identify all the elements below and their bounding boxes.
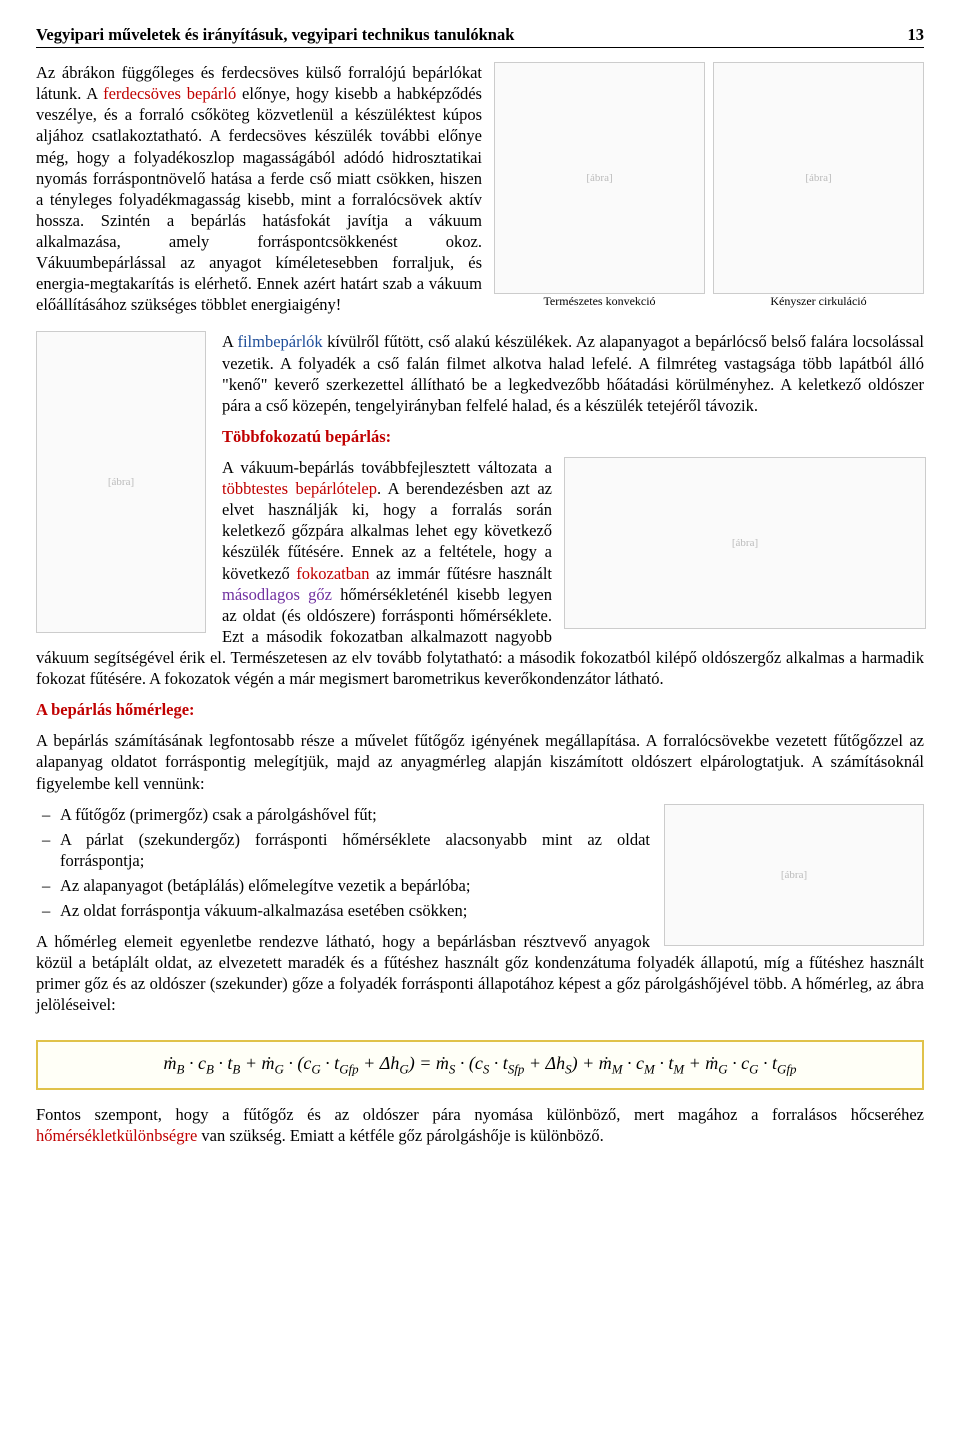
bullet-list: A fűtőgőz (primergőz) csak a párolgáshőv… (36, 804, 924, 922)
figure-film-evaporator: [ábra] (36, 331, 206, 633)
equation-heat-balance: ṁB · cB · tB + ṁG · (cG · tGfp + ΔhG) = … (36, 1040, 924, 1090)
list-item: Az alapanyagot (betáplálás) előmelegítve… (60, 875, 924, 896)
heat-balance-block: [ábra] A fűtőgőz (primergőz) csak a páro… (36, 804, 924, 1026)
list-item: A fűtőgőz (primergőz) csak a párolgáshőv… (60, 804, 924, 825)
term-filmbeparlok: filmbepárlók (237, 332, 322, 351)
text: A (222, 332, 237, 351)
term-tobbtestes: többtestes bepárlótelep (222, 479, 377, 498)
figure-forced-circulation: [ábra] (713, 62, 924, 294)
text: előnye, hogy kisebb a habképződés veszél… (36, 84, 482, 314)
term-masodlagos: másodlagos gőz (222, 585, 332, 604)
page-header: Vegyipari műveletek és irányításuk, vegy… (36, 24, 924, 48)
figure-film-box: [ábra] (36, 331, 206, 633)
page-number: 13 (908, 24, 925, 45)
section-intro: [ábra] Természetes konvekció [ábra] Kény… (36, 62, 924, 325)
heading-heatbalance: A bepárlás hőmérlege: (36, 699, 924, 720)
term-homkulonbseg: hőmérsékletkülönbségre (36, 1126, 197, 1145)
header-title: Vegyipari műveletek és irányításuk, vegy… (36, 24, 514, 45)
list-item: A párlat (szekundergőz) forrásponti hőmé… (60, 829, 924, 871)
figure-natural-convection: [ábra] (494, 62, 705, 294)
text: A vákuum-bepárlás továbbfejlesztett vált… (222, 458, 552, 477)
text: Fontos szempont, hogy a fűtőgőz és az ol… (36, 1105, 924, 1124)
paragraph-final: Fontos szempont, hogy a fűtőgőz és az ol… (36, 1104, 924, 1146)
term-fokozat: fokozatban (296, 564, 369, 583)
list-item: Az oldat forráspontja vákuum-alkalmazása… (60, 900, 924, 921)
text: kívülről fűtött, cső alakú készülékek. A… (222, 332, 924, 414)
text: van szükség. Emiatt a kétféle gőz párolg… (197, 1126, 603, 1145)
text: az immár fűtésre használt (370, 564, 552, 583)
figure-multistage-box: [ábra] (564, 457, 926, 629)
term-ferdecsoves: ferdecsöves bepárló (103, 84, 236, 103)
figure-caption-right: Kényszer cirkuláció (713, 294, 924, 309)
figure-multistage: [ábra] (564, 457, 924, 629)
section-film-multi: [ábra] A filmbepárlók kívülről fűtött, c… (36, 331, 924, 699)
figure-caption-left: Természetes konvekció (494, 294, 705, 309)
paragraph-heat-intro: A bepárlás számításának legfontosabb rés… (36, 730, 924, 793)
figure-evaporators: [ábra] Természetes konvekció [ábra] Kény… (494, 62, 924, 309)
